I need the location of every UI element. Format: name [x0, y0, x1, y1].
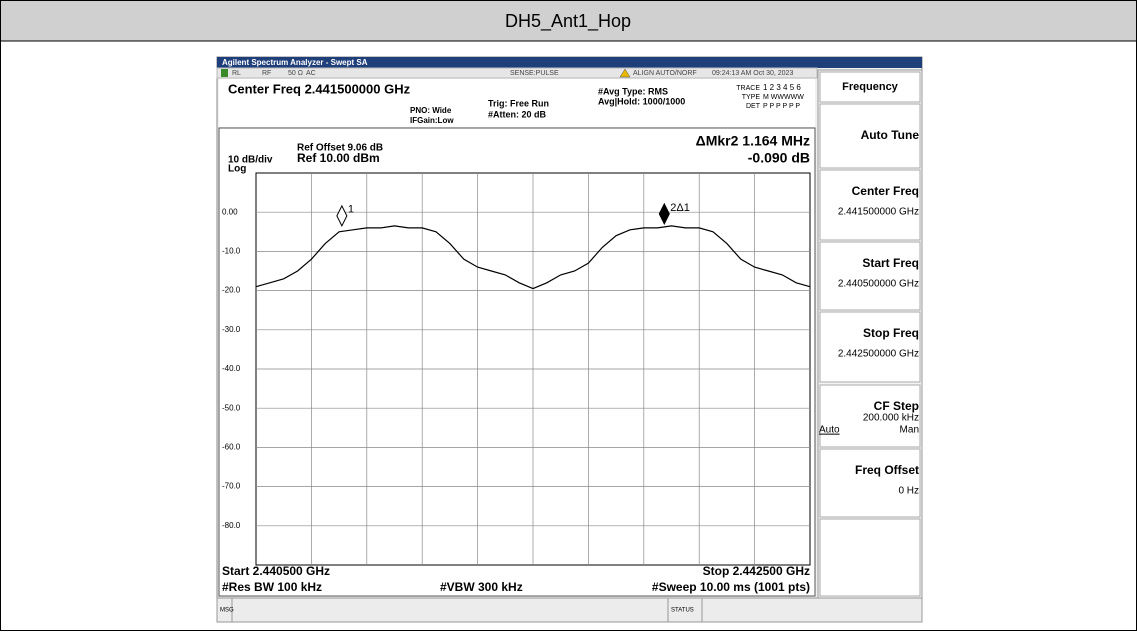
softkey-value: 2.441500000 GHz	[838, 207, 919, 218]
trace	[255, 225, 811, 290]
status-icon	[221, 69, 228, 77]
softkey-value: 2.440500000 GHz	[838, 279, 919, 290]
center-freq: Center Freq 2.441500000 GHz	[228, 81, 411, 96]
marker-label: 1	[348, 204, 354, 216]
softkey-value: 200.000 kHz	[863, 413, 919, 424]
y-tick-label: -20.0	[222, 286, 241, 295]
softkey-title: CF Step	[874, 399, 919, 413]
status-item: ALIGN AUTO/NORF	[633, 70, 697, 77]
softkey-title: Center Freq	[852, 184, 919, 198]
y-tick-label: -60.0	[222, 443, 241, 452]
status-row	[216, 67, 818, 79]
stop-freq: Stop 2.442500 GHz	[703, 564, 810, 578]
softkey-title: Start Freq	[862, 256, 919, 270]
trace-label: TRACE	[736, 85, 760, 92]
status-item: RF	[262, 70, 271, 77]
sweep: #Sweep 10.00 ms (1001 pts)	[652, 580, 810, 594]
trace-nums: 1 2 3 4 5 6	[763, 83, 801, 92]
softkey[interactable]	[819, 241, 921, 311]
type-label: TYPE	[742, 94, 761, 101]
status: STATUS	[671, 608, 694, 614]
softkey	[819, 518, 921, 597]
softkey[interactable]	[819, 169, 921, 241]
window-titlebar	[217, 57, 922, 68]
trig: Trig: Free Run	[488, 98, 549, 108]
y-tick-label: -80.0	[222, 521, 241, 530]
window-title: Agilent Spectrum Analyzer - Swept SA	[222, 58, 368, 67]
ifgain: IFGain:Low	[410, 116, 454, 125]
ref-level: Ref 10.00 dBm	[297, 151, 380, 165]
rbw: #Res BW 100 kHz	[222, 580, 322, 594]
avg-type: #Avg Type: RMS	[598, 86, 668, 96]
warning-icon	[619, 68, 631, 78]
det-label: DET	[746, 103, 761, 110]
y-tick-label: 0.00	[222, 207, 238, 216]
y-tick-label: -40.0	[222, 364, 241, 373]
marker-readout: ΔMkr2 1.164 MHz	[696, 133, 810, 149]
softkey[interactable]	[819, 311, 921, 383]
softkey-title: Auto Tune	[861, 128, 920, 142]
atten: #Atten: 20 dB	[488, 109, 547, 119]
softkey-title: Stop Freq	[863, 326, 919, 340]
ref-offset: Ref Offset 9.06 dB	[297, 143, 383, 154]
msg-bar	[216, 597, 923, 623]
start-freq: Start 2.440500 GHz	[222, 564, 330, 578]
marker	[336, 204, 348, 227]
type-val: M WWWWW	[763, 94, 804, 101]
status-item: RL	[232, 70, 241, 77]
y-tick-label: -10.0	[222, 247, 241, 256]
softkey[interactable]	[819, 448, 921, 518]
marker	[658, 202, 670, 225]
status-item: 50 Ω	[288, 70, 303, 77]
softkey[interactable]	[819, 103, 921, 169]
softkey-option[interactable]: Man	[900, 425, 919, 436]
title-row	[1, 1, 1136, 41]
softkey-title: Freq Offset	[855, 463, 919, 477]
vbw: #VBW 300 kHz	[440, 580, 523, 594]
softkey-value: 2.442500000 GHz	[838, 349, 919, 360]
marker-delta: -0.090 dB	[748, 150, 810, 166]
softkey	[819, 71, 921, 103]
softkey-option[interactable]: Auto	[819, 425, 840, 436]
softkey[interactable]	[819, 384, 921, 448]
status-item: AC	[306, 70, 316, 77]
softkey-title: Frequency	[842, 81, 899, 93]
scale: 10 dB/div	[228, 155, 273, 166]
softkey-value: 0 Hz	[898, 486, 919, 497]
y-tick-label: -70.0	[222, 482, 241, 491]
avg-hold: Avg|Hold: 1000/1000	[598, 96, 685, 106]
marker-label: 2Δ1	[670, 202, 690, 214]
y-tick-label: -50.0	[222, 403, 241, 412]
status-item: SENSE:PULSE	[510, 70, 559, 77]
y-tick-label: -30.0	[222, 325, 241, 334]
pno: PNO: Wide	[410, 106, 452, 115]
det-val: P P P P P P	[763, 103, 800, 110]
table-title: DH5_Ant1_Hop	[505, 11, 631, 32]
msg: MSG	[220, 608, 234, 614]
log: Log	[228, 164, 246, 175]
status-item: 09:24:13 AM Oct 30, 2023	[712, 70, 793, 77]
screen	[218, 127, 816, 597]
settings-panel	[219, 79, 815, 127]
